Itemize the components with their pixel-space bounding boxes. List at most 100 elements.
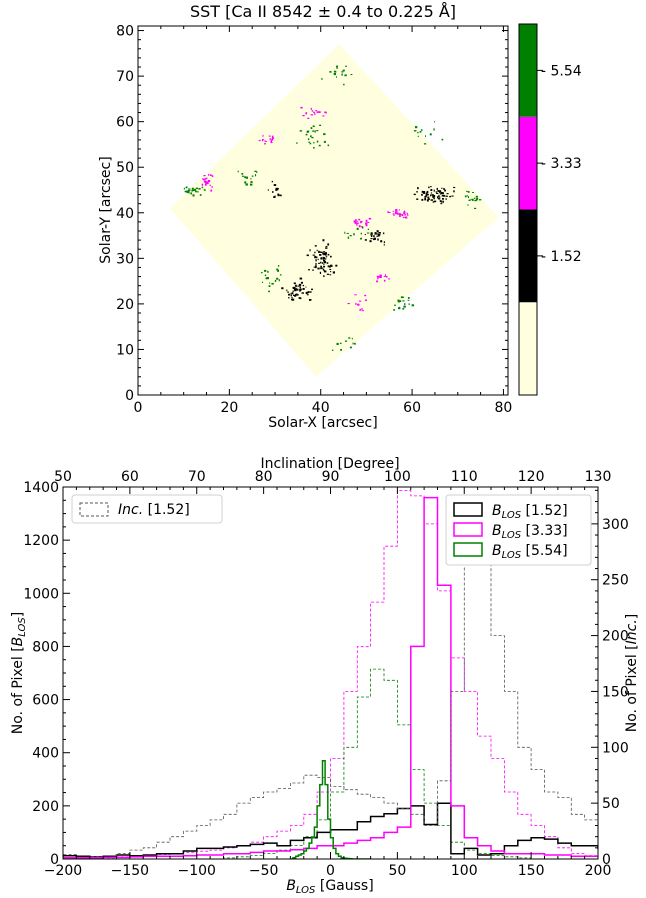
- hist-x-tick-label: 200: [585, 863, 612, 879]
- map-pixel-black: [323, 269, 325, 272]
- map-pixel-magenta: [271, 137, 274, 139]
- map-pixel-green: [329, 71, 332, 73]
- map-pixel-magenta: [357, 303, 360, 306]
- map-pixel-black: [291, 292, 294, 295]
- map-pixel-green: [201, 186, 204, 189]
- map-pixel-green: [336, 67, 338, 69]
- map-y-tick-label: 10: [116, 342, 134, 358]
- map-pixel-magenta: [393, 214, 395, 216]
- map-pixel-black: [422, 191, 426, 194]
- map-y-axis: 0 10 20 30 40 50 60 70 80: [116, 24, 508, 404]
- map-pixel-green: [186, 190, 189, 194]
- map-pixel-magenta: [406, 212, 408, 215]
- hist-x-tick-label: 100: [451, 863, 478, 879]
- map-pixel-green: [255, 174, 257, 177]
- hist-x-tick-label: 150: [518, 863, 545, 879]
- map-pixel-green: [349, 235, 352, 237]
- map-pixel-black: [435, 191, 437, 193]
- map-pixel-green: [306, 130, 310, 133]
- map-pixel-green: [468, 199, 471, 201]
- map-pixel-black: [288, 297, 290, 299]
- map-pixel-black: [436, 192, 439, 194]
- hist-x-axis-label: BLOS [Gauss]: [286, 878, 373, 896]
- map-pixel-green: [311, 136, 314, 139]
- map-pixel-black: [330, 255, 332, 258]
- hist-top-tick-label: 80: [255, 469, 273, 485]
- map-pixel-black: [316, 249, 318, 252]
- map-pixel-green: [350, 74, 353, 75]
- map-pixel-green: [310, 135, 312, 137]
- map-pixel-green: [351, 337, 353, 340]
- map-pixel-magenta: [360, 220, 363, 223]
- map-pixel-black: [445, 198, 447, 200]
- map-pixel-green: [271, 282, 274, 285]
- map-pixel-black: [439, 200, 442, 202]
- hist-top-tick-label: 70: [188, 469, 206, 485]
- map-pixel-black: [273, 196, 276, 198]
- map-pixel-black: [307, 291, 309, 294]
- map-pixel-green: [274, 279, 277, 282]
- map-pixel-magenta: [262, 134, 264, 137]
- map-pixel-green: [360, 232, 362, 235]
- map-pixel-black: [416, 191, 418, 193]
- map-pixel-black: [433, 200, 437, 203]
- map-pixel-magenta: [208, 173, 210, 176]
- map-pixel-magenta: [397, 212, 399, 215]
- map-pixel-green: [187, 190, 190, 192]
- map-pixel-black: [315, 259, 317, 262]
- map-pixel-magenta: [206, 181, 209, 184]
- map-pixel-green: [266, 277, 269, 280]
- hist-x-tick-label: −150: [111, 863, 149, 879]
- map-pixel-black: [323, 263, 325, 266]
- map-pixel-magenta: [397, 213, 400, 215]
- map-pixel-green: [348, 337, 351, 339]
- map-pixel-magenta: [211, 175, 214, 177]
- map-pixel-green: [336, 342, 339, 345]
- map-pixel-black: [442, 200, 444, 203]
- hist-left-tick-label: 1400: [23, 480, 59, 496]
- map-pixel-green: [316, 140, 319, 143]
- map-pixel-green: [474, 197, 476, 199]
- map-pixel-magenta: [270, 140, 272, 143]
- map-pixel-black: [319, 271, 322, 274]
- hist-right-tick-label: 50: [602, 796, 620, 812]
- map-pixel-black: [325, 246, 328, 247]
- map-pixel-black: [300, 281, 303, 284]
- map-pixel-magenta: [356, 222, 359, 224]
- map-y-tick-label: 40: [116, 206, 134, 222]
- map-pixel-magenta: [395, 210, 397, 213]
- map-pixel-black: [424, 198, 427, 201]
- map-pixel-magenta: [268, 135, 271, 137]
- map-pixel-black: [442, 198, 444, 200]
- map-pixel-black: [325, 247, 328, 249]
- map-pixel-green: [323, 133, 326, 136]
- map-pixel-green: [341, 73, 343, 76]
- map-pixel-green: [339, 342, 342, 344]
- map-pixel-black: [433, 197, 435, 200]
- map-pixel-black: [383, 241, 385, 244]
- map-pixel-green: [417, 135, 420, 137]
- map-pixel-green: [349, 346, 352, 349]
- map-pixel-black: [449, 195, 452, 198]
- map-pixel-black: [370, 232, 373, 235]
- map-pixel-magenta: [322, 115, 325, 117]
- map-pixel-black: [267, 189, 269, 191]
- map-pixel-green: [333, 73, 336, 76]
- map-pixel-magenta: [398, 209, 400, 211]
- map-pixel-black: [439, 196, 441, 198]
- map-pixel-green: [321, 78, 323, 80]
- map-pixel-green: [402, 296, 405, 298]
- map-pixel-magenta: [209, 184, 211, 186]
- map-pixel-magenta: [360, 222, 362, 224]
- map-x-tick-label: 0: [134, 400, 143, 416]
- map-pixel-black: [380, 240, 383, 243]
- map-pixel-green: [327, 144, 330, 147]
- map-pixel-green: [467, 191, 470, 193]
- map-pixel-black: [453, 186, 456, 189]
- map-pixel-black: [298, 297, 301, 299]
- map-pixel-magenta: [211, 186, 213, 188]
- map-pixel-green: [192, 194, 195, 197]
- map-frame: [137, 25, 509, 396]
- hist-right-y-axis: 0 50 100 150 200 250 300: [591, 489, 629, 868]
